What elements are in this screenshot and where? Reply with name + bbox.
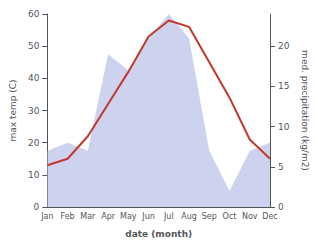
svg-text:5: 5	[278, 162, 284, 172]
svg-text:0: 0	[278, 202, 284, 212]
svg-text:Dec: Dec	[262, 212, 277, 221]
svg-text:Jan: Jan	[40, 212, 53, 221]
svg-text:Sep: Sep	[202, 212, 217, 221]
svg-text:10: 10	[28, 170, 40, 180]
svg-text:Mar: Mar	[80, 212, 96, 221]
svg-text:max temp (C): max temp (C)	[8, 79, 18, 141]
svg-text:15: 15	[278, 81, 289, 91]
svg-text:30: 30	[28, 106, 40, 116]
svg-text:Feb: Feb	[61, 212, 75, 221]
svg-text:0: 0	[34, 202, 40, 212]
svg-text:20: 20	[28, 138, 40, 148]
svg-text:Oct: Oct	[223, 212, 237, 221]
svg-text:Jun: Jun	[141, 212, 155, 221]
svg-text:60: 60	[28, 9, 40, 19]
svg-text:40: 40	[28, 73, 40, 83]
svg-text:Aug: Aug	[181, 212, 197, 221]
svg-text:20: 20	[278, 41, 290, 51]
svg-text:May: May	[120, 212, 137, 221]
svg-text:50: 50	[28, 41, 40, 51]
svg-text:10: 10	[278, 122, 290, 132]
svg-text:med. precipitation (kg/m2): med. precipitation (kg/m2)	[300, 50, 310, 171]
svg-text:Jul: Jul	[163, 212, 174, 221]
svg-text:Apr: Apr	[101, 212, 116, 221]
svg-text:Nov: Nov	[242, 212, 258, 221]
svg-text:date (month): date (month)	[125, 229, 192, 239]
